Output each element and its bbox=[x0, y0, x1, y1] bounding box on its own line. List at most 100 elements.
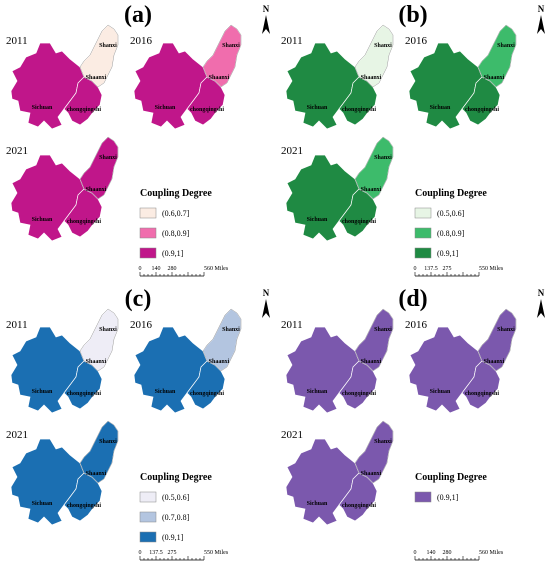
scale-tick-label: 275 bbox=[168, 550, 177, 556]
north-arrow-icon: N bbox=[262, 4, 270, 34]
province-map: Sichuan chongqingshi Shaanxi Shanxi bbox=[133, 24, 242, 130]
province-chongqing bbox=[338, 76, 378, 126]
province-label-sichuan: Sichuan bbox=[155, 105, 176, 111]
province-outline bbox=[79, 420, 119, 484]
scale-tick-label: 275 bbox=[443, 266, 452, 272]
legend-title: Coupling Degree bbox=[140, 472, 212, 483]
province-label-shaanxi_north: Shanxi bbox=[374, 155, 392, 161]
province-label-shaanxi_north: Shanxi bbox=[497, 43, 515, 49]
legend-swatch bbox=[139, 491, 157, 503]
panel-c: (c) N Sichuan chongqingshi Shaanxi Shanxi 2011… bbox=[6, 286, 270, 561]
province-label-shaanxi_south: Shaanxi bbox=[484, 75, 505, 81]
province-outline bbox=[354, 420, 394, 484]
panel-b: (b) N Sichuan chongqingshi Shaanxi Shanxi 2011… bbox=[281, 2, 545, 277]
legend-swatch bbox=[414, 247, 432, 259]
province-label-shaanxi_north: Shanxi bbox=[99, 43, 117, 49]
scale-tick-label: 280 bbox=[443, 550, 452, 556]
province-chongqing bbox=[338, 360, 378, 410]
legend-item-label: (0.8,0.9] bbox=[437, 229, 465, 238]
province-label-shaanxi_north: Shanxi bbox=[99, 155, 117, 161]
province-outline bbox=[354, 24, 394, 88]
north-arrow-shape bbox=[262, 15, 270, 34]
province-label-sichuan: Sichuan bbox=[32, 389, 53, 395]
legend-item-label: (0.5,0.6] bbox=[437, 209, 465, 218]
province-label-sichuan: Sichuan bbox=[32, 217, 53, 223]
scale-bar: 0 137.5 275 550 Miles bbox=[139, 550, 229, 561]
province-label-sichuan: Sichuan bbox=[32, 501, 53, 507]
scale-tick-label: 0 bbox=[139, 266, 142, 272]
province-chongqing bbox=[461, 360, 501, 410]
province-label-shaanxi_north: Shanxi bbox=[374, 439, 392, 445]
north-arrow-shape bbox=[537, 299, 545, 318]
legend-swatch bbox=[139, 531, 157, 543]
province-label-shaanxi_south: Shaanxi bbox=[361, 359, 382, 365]
legend-item-label: (0.9,1] bbox=[162, 533, 184, 542]
north-label: N bbox=[263, 4, 270, 14]
legend-item-label: (0.9,1] bbox=[162, 249, 184, 258]
province-chongqing bbox=[186, 360, 226, 410]
province-label-shaanxi_south: Shaanxi bbox=[209, 359, 230, 365]
year-label: 2021 bbox=[281, 429, 303, 441]
province-map: Sichuan chongqingshi Shaanxi Shanxi bbox=[285, 420, 394, 526]
province-label-shaanxi_north: Shanxi bbox=[497, 327, 515, 333]
panel-a: (a) N Sichuan chongqingshi Shaanxi Shanxi 2011… bbox=[6, 2, 270, 277]
legend-title: Coupling Degree bbox=[140, 188, 212, 199]
province-map: Sichuan chongqingshi Shaanxi Shanxi bbox=[10, 308, 119, 414]
year-label: 2016 bbox=[405, 35, 428, 47]
province-label-shaanxi_south: Shaanxi bbox=[86, 471, 107, 477]
province-chongqing bbox=[338, 472, 378, 522]
province-label-sichuan: Sichuan bbox=[307, 389, 328, 395]
province-outline bbox=[79, 308, 119, 372]
legend-item-label: (0.5,0.6] bbox=[162, 493, 190, 502]
province-map: Sichuan chongqingshi Shaanxi Shanxi bbox=[408, 24, 517, 130]
year-label: 2011 bbox=[6, 35, 28, 47]
province-label-chongqing: chongqingshi bbox=[67, 219, 101, 225]
province-label-shaanxi_north: Shanxi bbox=[222, 327, 240, 333]
north-arrow-shape bbox=[262, 299, 270, 318]
panel-d: (d) N Sichuan chongqingshi Shaanxi Shanxi 2011… bbox=[281, 286, 545, 561]
north-label: N bbox=[538, 288, 545, 298]
scale-tick-label: 137.5 bbox=[149, 550, 163, 556]
legend-title: Coupling Degree bbox=[415, 472, 487, 483]
north-arrow-icon: N bbox=[262, 288, 270, 318]
province-outline bbox=[354, 308, 394, 372]
province-label-chongqing: chongqingshi bbox=[190, 107, 224, 113]
province-label-sichuan: Sichuan bbox=[32, 105, 53, 111]
legend-swatch bbox=[139, 227, 157, 239]
province-chongqing bbox=[63, 76, 103, 126]
year-label: 2021 bbox=[6, 429, 28, 441]
province-map: Sichuan chongqingshi Shaanxi Shanxi bbox=[285, 136, 394, 242]
province-chongqing bbox=[338, 188, 378, 238]
province-label-shaanxi_south: Shaanxi bbox=[86, 359, 107, 365]
province-label-shaanxi_south: Shaanxi bbox=[86, 187, 107, 193]
province-outline bbox=[202, 308, 242, 372]
province-label-shaanxi_south: Shaanxi bbox=[484, 359, 505, 365]
legend: Coupling Degree (0.5,0.6] (0.7,0.8] (0.9,1] bbox=[139, 472, 212, 543]
province-label-shaanxi_north: Shanxi bbox=[374, 43, 392, 49]
province-label-chongqing: chongqingshi bbox=[465, 107, 499, 113]
province-outline bbox=[477, 308, 517, 372]
province-label-shaanxi_north: Shanxi bbox=[99, 439, 117, 445]
scale-tick-label: 137.5 bbox=[424, 266, 438, 272]
scale-tick-label: 550 Miles bbox=[204, 550, 229, 556]
province-label-sichuan: Sichuan bbox=[307, 501, 328, 507]
north-arrow-icon: N bbox=[537, 4, 545, 34]
province-label-shaanxi_north: Shanxi bbox=[99, 327, 117, 333]
province-chongqing bbox=[461, 76, 501, 126]
province-chongqing bbox=[63, 188, 103, 238]
panel-letter: (a) bbox=[124, 2, 152, 28]
province-label-shaanxi_south: Shaanxi bbox=[86, 75, 107, 81]
legend-title: Coupling Degree bbox=[415, 188, 487, 199]
panel-letter: (d) bbox=[398, 286, 427, 312]
legend: Coupling Degree (0.9,1] bbox=[414, 472, 487, 503]
province-label-chongqing: chongqingshi bbox=[465, 391, 499, 397]
province-label-sichuan: Sichuan bbox=[307, 217, 328, 223]
scale-bar: 0 137.5 275 550 Miles bbox=[414, 266, 504, 277]
province-chongqing bbox=[63, 472, 103, 522]
province-label-chongqing: chongqingshi bbox=[342, 107, 376, 113]
year-label: 2016 bbox=[130, 319, 153, 331]
scale-tick-label: 550 Miles bbox=[479, 266, 504, 272]
legend-swatch bbox=[414, 207, 432, 219]
province-label-shaanxi_north: Shanxi bbox=[374, 327, 392, 333]
year-label: 2011 bbox=[281, 319, 303, 331]
